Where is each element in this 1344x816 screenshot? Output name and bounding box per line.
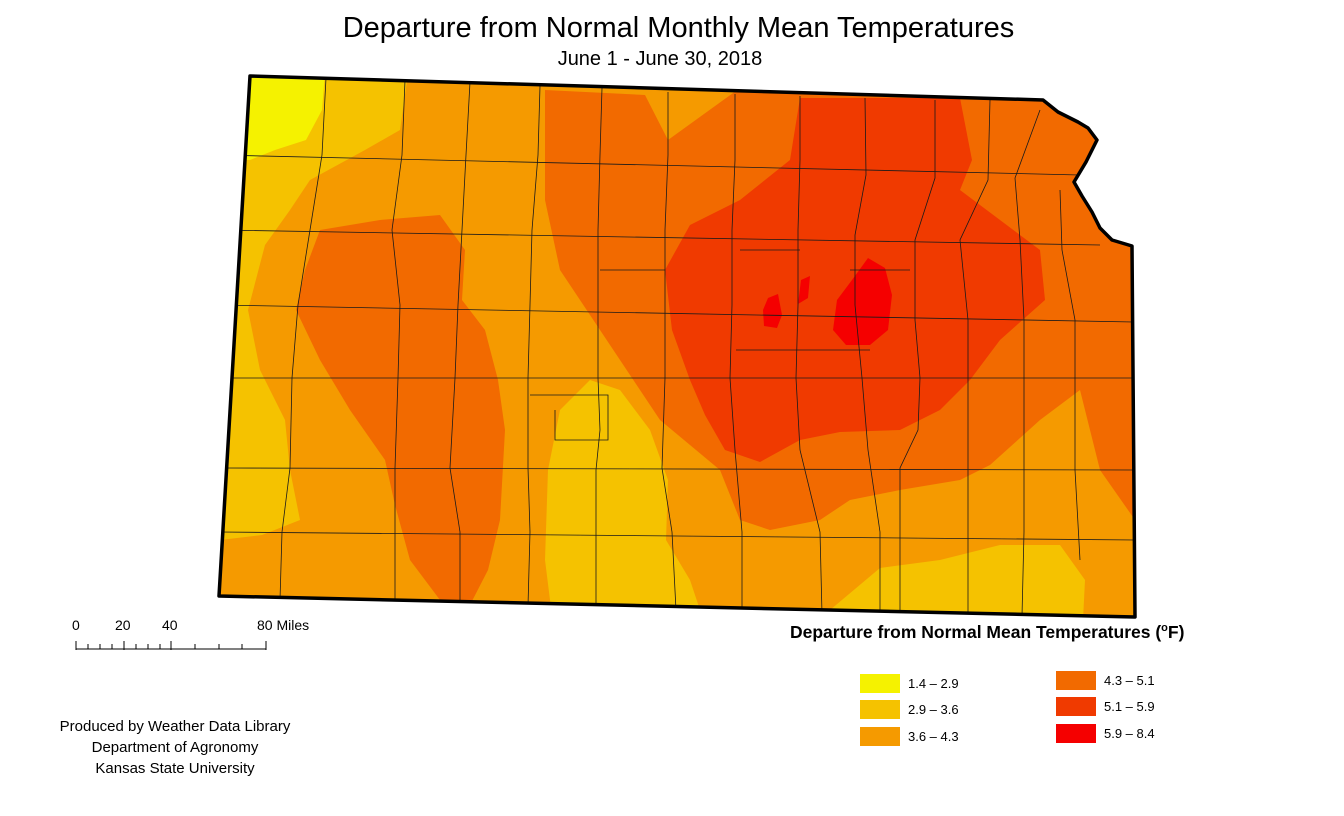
legend-item-4: 4.3 – 5.1 bbox=[1056, 671, 1155, 690]
legend-swatch-3 bbox=[860, 727, 900, 746]
legend-label-1: 1.4 – 2.9 bbox=[908, 676, 959, 691]
legend-swatch-1 bbox=[860, 674, 900, 693]
zone-hot-spot-1 bbox=[833, 258, 892, 345]
legend-swatch-2 bbox=[860, 700, 900, 719]
scale-label-0: 0 bbox=[72, 617, 80, 633]
legend-title-text: Departure from Normal Mean Temperatures … bbox=[790, 622, 1162, 642]
legend-title: Departure from Normal Mean Temperatures … bbox=[790, 622, 1184, 643]
legend-title-degree: o bbox=[1161, 622, 1168, 635]
map-subtitle: June 1 - June 30, 2018 bbox=[557, 48, 763, 70]
zone-west-4-3-5-1 bbox=[296, 215, 505, 605]
legend-swatch-4 bbox=[1056, 671, 1096, 690]
kansas-state-outline bbox=[217, 74, 1137, 619]
zone-south-central-2-9-3-6 bbox=[545, 380, 710, 617]
credit-department: Department of Agronomy bbox=[91, 739, 259, 756]
legend-swatch-6 bbox=[1056, 724, 1096, 743]
scale-label-80-miles: 80 Miles bbox=[257, 617, 310, 633]
legend-item-3: 3.6 – 4.3 bbox=[860, 727, 959, 746]
scale-label-40: 40 bbox=[162, 617, 178, 633]
zone-hot-spot-2 bbox=[763, 294, 782, 328]
legend-label-6: 5.9 – 8.4 bbox=[1104, 726, 1155, 741]
legend-label-2: 2.9 – 3.6 bbox=[908, 702, 959, 717]
legend-item-5: 5.1 – 5.9 bbox=[1056, 697, 1155, 716]
county-lines bbox=[219, 77, 1135, 617]
legend-label-5: 5.1 – 5.9 bbox=[1104, 699, 1155, 714]
legend-item-6: 5.9 – 8.4 bbox=[1056, 724, 1155, 743]
scale-label-20: 20 bbox=[115, 617, 131, 633]
map-title: Departure from Normal Monthly Mean Tempe… bbox=[342, 12, 1015, 44]
credit-producer: Produced by Weather Data Library bbox=[59, 718, 291, 735]
scale-bar bbox=[75, 641, 267, 650]
legend-label-3: 3.6 – 4.3 bbox=[908, 729, 959, 744]
legend-label-4: 4.3 – 5.1 bbox=[1104, 673, 1155, 688]
legend-title-unit: F) bbox=[1167, 622, 1185, 642]
zone-hot-spot-3 bbox=[798, 276, 810, 304]
legend-item-1: 1.4 – 2.9 bbox=[860, 674, 959, 693]
credit-university: Kansas State University bbox=[95, 760, 255, 777]
zone-west-2-9-3-6 bbox=[219, 76, 410, 540]
legend-swatch-5 bbox=[1056, 697, 1096, 716]
legend-item-2: 2.9 – 3.6 bbox=[860, 700, 959, 719]
temperature-zones bbox=[219, 76, 1135, 617]
